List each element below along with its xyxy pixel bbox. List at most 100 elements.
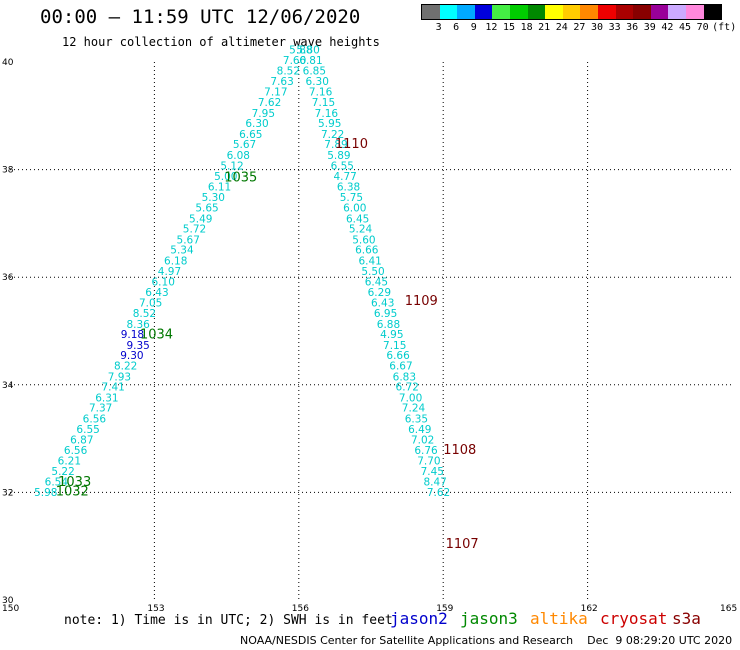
color-scale-label: 30 xyxy=(590,22,604,33)
wave-height-value: 7.15 xyxy=(312,97,335,109)
legend-item-s3a: s3a xyxy=(672,609,701,628)
wave-height-value: 6.88 xyxy=(377,319,400,331)
wave-height-value: 8.22 xyxy=(114,361,137,373)
lon-tick-label: 153 xyxy=(147,604,164,614)
wave-height-value: 5.65 xyxy=(195,203,218,215)
color-swatch xyxy=(439,5,458,19)
wave-height-value: 5.12 xyxy=(220,161,243,173)
wave-height-value: 7.17 xyxy=(264,86,287,98)
wave-height-value: 5.60 xyxy=(352,234,375,246)
wave-height-value: 8.47 xyxy=(423,476,446,488)
pass-number-label: 1107 xyxy=(446,537,479,552)
wave-height-value: 6.43 xyxy=(371,297,394,309)
wave-height-value: 7.41 xyxy=(101,382,124,394)
wave-height-value: 6.65 xyxy=(239,129,262,141)
color-swatch xyxy=(703,5,722,19)
lat-tick-label: 40 xyxy=(2,58,14,68)
wave-height-value: 5.72 xyxy=(183,224,206,236)
pass-number-label: 1034 xyxy=(140,328,173,343)
color-scale-label: 27 xyxy=(573,22,586,33)
color-swatch xyxy=(650,5,669,19)
color-swatch xyxy=(474,5,493,19)
wave-height-value: 6.81 xyxy=(299,55,322,67)
pass-number-label: 1032 xyxy=(56,485,89,500)
color-swatch xyxy=(615,5,634,19)
color-swatch xyxy=(562,5,581,19)
lat-tick-label: 32 xyxy=(2,488,13,498)
wave-height-value: 5.24 xyxy=(349,224,373,236)
wave-height-value: 6.87 xyxy=(70,434,93,446)
wave-height-value: 5.00 xyxy=(214,171,237,183)
legend-item-jason3: jason3 xyxy=(460,609,518,628)
wave-height-value: 9.35 xyxy=(126,340,149,352)
wave-height-value: 6.66 xyxy=(355,245,379,257)
wave-height-value: 5.95 xyxy=(318,118,341,130)
color-scale-label: 42 xyxy=(661,22,674,33)
wave-height-value: 7.95 xyxy=(252,108,275,120)
wave-height-value: 6.18 xyxy=(164,255,187,267)
pass-number-label: 1109 xyxy=(405,294,438,309)
footer-note: note: 1) Time is in UTC; 2) SWH is in fe… xyxy=(64,613,393,628)
wave-height-value: 9.18 xyxy=(121,329,144,341)
lat-tick-label: 36 xyxy=(2,273,14,283)
wave-height-value: 7.02 xyxy=(411,434,434,446)
wave-height-value: 5.89 xyxy=(327,150,350,162)
lat-tick-label: 34 xyxy=(2,381,14,391)
wave-height-value: 7.37 xyxy=(89,403,112,415)
wave-height-value: 5.30 xyxy=(202,192,225,204)
color-swatch xyxy=(492,5,510,19)
wave-height-value: 4.77 xyxy=(333,171,356,183)
color-scale-label: 45 xyxy=(678,22,692,33)
pass-number-label: 1108 xyxy=(443,443,476,458)
wave-height-value: 4.95 xyxy=(380,329,403,341)
color-scale-label: 12 xyxy=(485,22,498,33)
wave-height-value: 6.29 xyxy=(368,287,391,299)
color-scale-label: 21 xyxy=(538,22,551,33)
wave-height-value: 6.66 xyxy=(386,350,410,362)
wave-height-value: 7.60 xyxy=(283,55,306,67)
footer-credit: NOAA/NESDIS Center for Satellite Applica… xyxy=(240,634,733,647)
color-scale-label: 70 xyxy=(696,22,709,33)
lat-tick-label: 30 xyxy=(2,596,14,606)
wave-height-value: 6.08 xyxy=(227,150,250,162)
pass-number-label: 1033 xyxy=(58,475,91,490)
color-scale-label: 24 xyxy=(555,22,568,33)
color-scale-label: 3 xyxy=(435,22,442,33)
color-swatch xyxy=(509,5,528,19)
wave-height-value: 6.54 xyxy=(45,476,69,488)
wave-height-value: 5.75 xyxy=(340,192,363,204)
color-swatch xyxy=(668,5,686,19)
wave-height-value: 6.11 xyxy=(208,182,231,194)
color-scale-label: 33 xyxy=(608,22,621,33)
wave-height-value: 7.45 xyxy=(421,466,444,478)
color-swatch xyxy=(422,5,440,19)
wave-height-value: 6.83 xyxy=(393,371,416,383)
color-scale-label: 36 xyxy=(626,22,639,33)
color-scale-legend: 3 6 9 12 15 18 21 24 27 30 33 36 39 42 45 70 (ft) xyxy=(421,4,736,33)
wave-height-value: 9.30 xyxy=(120,350,143,362)
wave-height-value: 7.24 xyxy=(402,403,426,415)
wave-height-value: 7.16 xyxy=(315,108,339,120)
wave-height-value: 6.67 xyxy=(389,361,412,373)
wave-height-value: 6.55 xyxy=(76,424,99,436)
color-swatch xyxy=(545,5,563,19)
legend-item-altika: altika xyxy=(530,609,588,628)
lon-tick-label: 162 xyxy=(581,604,598,614)
wave-height-value: 6.10 xyxy=(152,276,175,288)
legend-item-cryosat: cryosat xyxy=(600,609,668,628)
wave-height-value: 7.16 xyxy=(309,86,333,98)
color-scale-unit: (ft) xyxy=(712,22,737,33)
wave-height-value: 5.88 xyxy=(289,44,312,56)
wave-height-value: 5.98 xyxy=(34,487,57,499)
wave-height-value: 6.41 xyxy=(358,255,381,267)
color-scale-label: 15 xyxy=(502,22,516,33)
color-scale-label: 39 xyxy=(643,22,656,33)
wave-height-value: 5.67 xyxy=(177,234,200,246)
wave-height-value: 7.62 xyxy=(427,487,450,499)
color-swatch xyxy=(527,5,546,19)
wave-height-value: 6.30 xyxy=(306,76,329,88)
wave-height-value: 6.95 xyxy=(374,308,397,320)
wave-height-value: 6.45 xyxy=(365,276,388,288)
lon-tick-label: 159 xyxy=(436,604,453,614)
